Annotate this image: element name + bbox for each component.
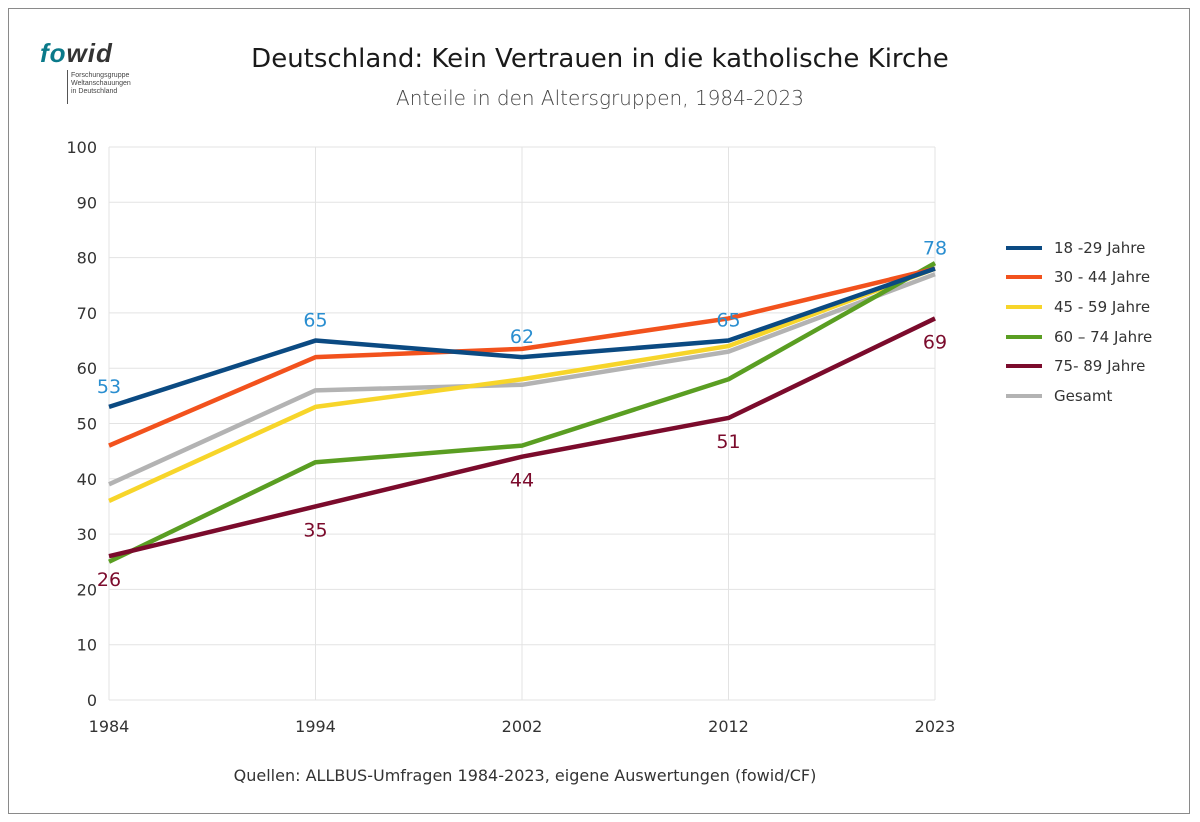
x-tick-label: 1994 xyxy=(295,717,336,736)
data-label: 62 xyxy=(510,326,534,348)
legend-item: 30 - 44 Jahre xyxy=(1006,263,1186,293)
legend-item: 75- 89 Jahre xyxy=(1006,351,1186,381)
chart-frame xyxy=(8,8,1190,814)
series-line-3 xyxy=(108,261,937,564)
data-label: 35 xyxy=(303,519,327,541)
x-tick-label: 2023 xyxy=(915,717,956,736)
data-label: 53 xyxy=(97,376,121,398)
logo-line-2: Weltanschauungen xyxy=(71,80,131,87)
chart-subtitle: Anteile in den Altersgruppen, 1984-2023 xyxy=(396,86,804,110)
legend-label: Gesamt xyxy=(1054,386,1113,405)
y-tick-label: 60 xyxy=(77,359,97,378)
legend-item: 60 – 74 Jahre xyxy=(1006,322,1186,352)
series-line-2 xyxy=(108,266,936,503)
series-line-5 xyxy=(108,272,936,487)
chart-title: Deutschland: Kein Vertrauen in die katho… xyxy=(251,44,949,74)
series-line-4 xyxy=(108,316,936,559)
data-label: 78 xyxy=(923,238,947,260)
y-tick-label: 30 xyxy=(77,525,97,544)
legend-label: 30 - 44 Jahre xyxy=(1054,268,1151,287)
legend-label: 45 - 59 Jahre xyxy=(1054,297,1151,316)
series-line-1 xyxy=(108,266,936,448)
legend-item: 45 - 59 Jahre xyxy=(1006,292,1186,322)
legend-swatch xyxy=(1006,304,1042,309)
y-tick-label: 100 xyxy=(66,138,97,157)
legend-swatch xyxy=(1006,393,1042,398)
x-tick-label: 2012 xyxy=(708,717,749,736)
y-tick-label: 40 xyxy=(77,470,97,489)
data-label: 26 xyxy=(97,569,121,591)
legend-swatch xyxy=(1006,275,1042,280)
legend-label: 75- 89 Jahre xyxy=(1054,357,1146,376)
series-line-0 xyxy=(108,266,936,410)
legend-label: 18 -29 Jahre xyxy=(1054,238,1146,257)
chart-legend: 18 -29 Jahre 30 - 44 Jahre 45 - 59 Jahre 60… xyxy=(1006,233,1186,411)
logo-wid: wid xyxy=(66,38,113,68)
legend-item: 18 -29 Jahre xyxy=(1006,233,1186,263)
data-label: 65 xyxy=(303,310,327,332)
logo-line-1: Forschungsgruppe xyxy=(71,72,130,79)
y-tick-label: 50 xyxy=(77,415,97,434)
logo-wordmark: fowid xyxy=(40,38,113,69)
data-label: 44 xyxy=(510,470,534,492)
logo-fo: fo xyxy=(40,38,67,68)
data-label: 51 xyxy=(716,431,740,453)
x-tick-label: 1984 xyxy=(89,717,130,736)
fowid-logo: fowid Forschungsgruppe Weltanschauungen … xyxy=(40,38,150,108)
data-label: 65 xyxy=(716,310,740,332)
y-tick-label: 90 xyxy=(77,193,97,212)
y-tick-label: 20 xyxy=(77,580,97,599)
legend-swatch xyxy=(1006,364,1042,369)
y-tick-label: 70 xyxy=(77,304,97,323)
legend-swatch xyxy=(1006,334,1042,339)
source-note: Quellen: ALLBUS-Umfragen 1984-2023, eige… xyxy=(233,766,817,785)
legend-swatch xyxy=(1006,245,1042,250)
logo-divider xyxy=(67,70,68,104)
logo-line-3: in Deutschland xyxy=(71,88,118,95)
y-tick-label: 0 xyxy=(87,691,97,710)
legend-label: 60 – 74 Jahre xyxy=(1054,327,1153,346)
data-label: 69 xyxy=(923,331,947,353)
x-tick-label: 2002 xyxy=(502,717,543,736)
legend-item: Gesamt xyxy=(1006,381,1186,411)
y-tick-label: 80 xyxy=(77,249,97,268)
y-tick-label: 10 xyxy=(77,636,97,655)
